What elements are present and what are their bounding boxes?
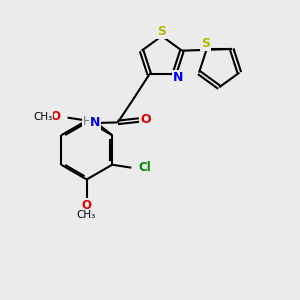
- Text: O: O: [140, 113, 151, 126]
- Text: Cl: Cl: [139, 161, 152, 174]
- Text: N: N: [90, 116, 100, 129]
- Text: S: S: [157, 25, 166, 38]
- Text: O: O: [50, 110, 60, 123]
- Text: H: H: [83, 115, 92, 128]
- Text: S: S: [201, 37, 210, 50]
- Text: CH₃: CH₃: [76, 210, 96, 220]
- Text: N: N: [172, 71, 183, 84]
- Text: O: O: [81, 199, 91, 212]
- Text: CH₃: CH₃: [33, 112, 52, 122]
